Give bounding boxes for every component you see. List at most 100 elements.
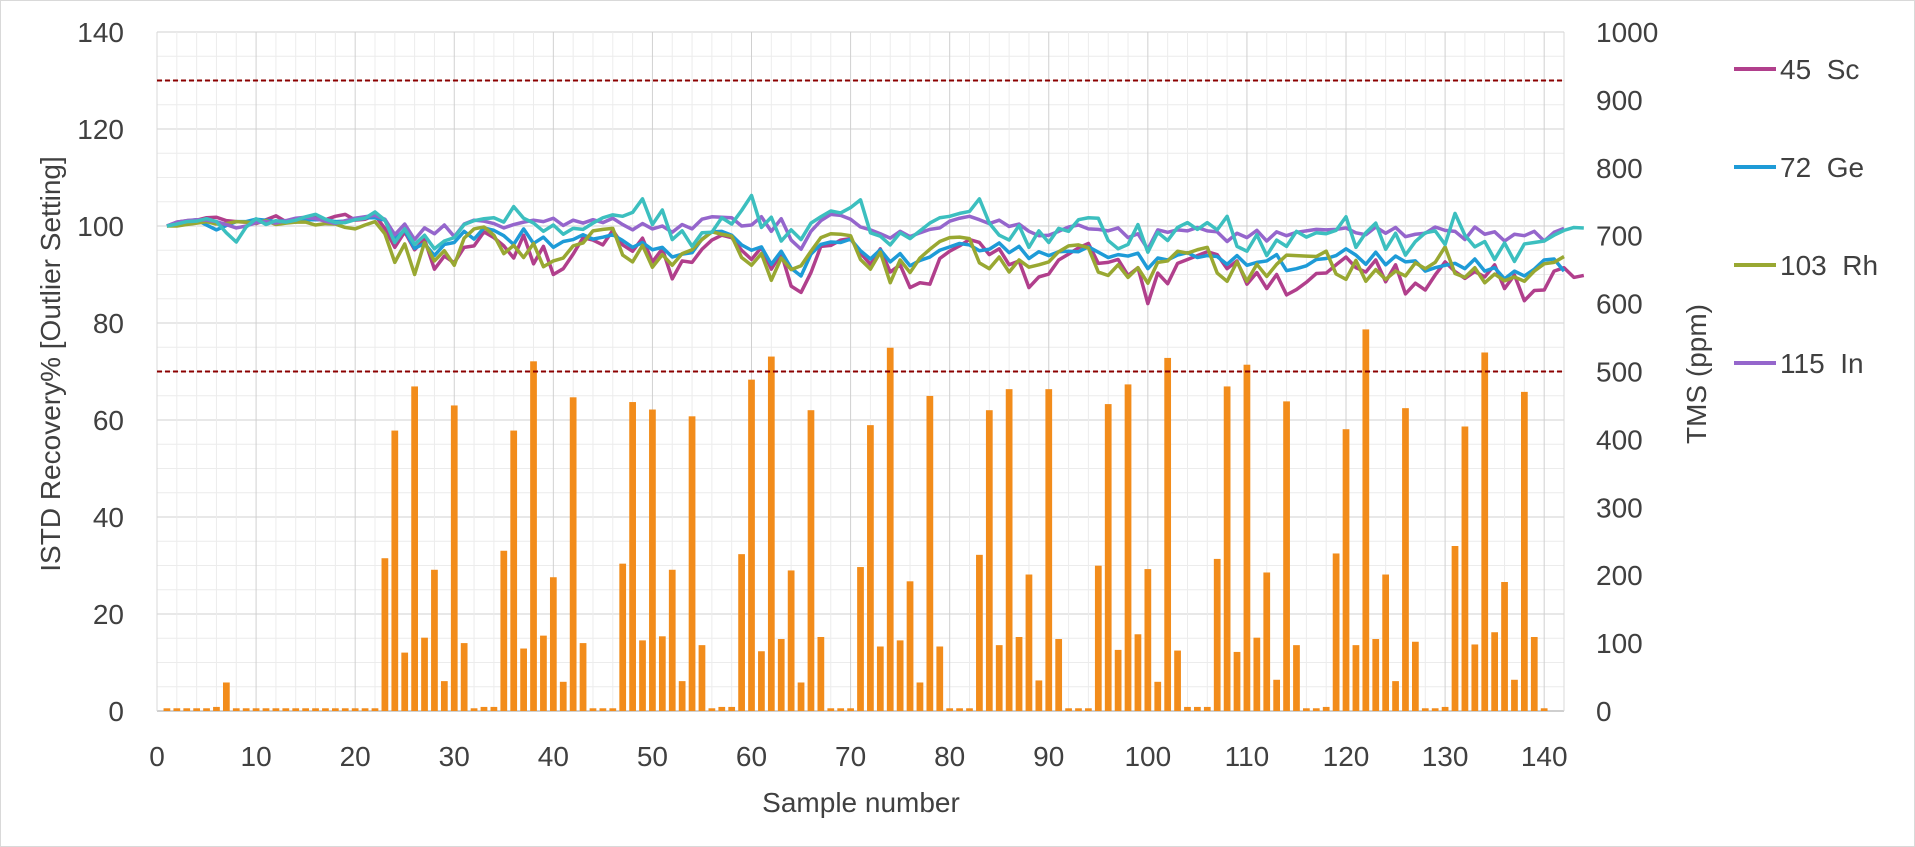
tms-bar (520, 648, 527, 711)
tms-bar (569, 397, 577, 711)
tms-bar (401, 652, 409, 711)
tms-bar (282, 708, 290, 711)
tms-bar (1223, 386, 1231, 711)
x-tick-label: 80 (934, 741, 965, 772)
tms-bar (837, 708, 845, 711)
tms-bar (500, 550, 508, 711)
y-left-axis-title: ISTD Recovery% [Outlier Setting] (35, 156, 66, 571)
tms-bar (1501, 581, 1508, 711)
x-tick-label: 30 (439, 741, 470, 772)
legend-label: 103 Rh (1780, 250, 1878, 281)
tms-bar (867, 425, 874, 711)
legend-label: 115 In (1780, 348, 1864, 379)
tms-bar (331, 708, 339, 711)
tms-bar (738, 554, 745, 711)
tms-bar (728, 706, 736, 711)
x-tick-label: 10 (241, 741, 272, 772)
tms-bar (262, 708, 270, 711)
tms-bar (1431, 708, 1439, 711)
tms-bar (1233, 651, 1241, 711)
y-right-tick-label: 700 (1596, 221, 1643, 252)
tms-bar (1184, 706, 1191, 711)
tms-bar (292, 708, 300, 711)
y-right-tick-label: 300 (1596, 492, 1643, 523)
x-axis-title: Sample number (762, 787, 960, 818)
tms-bar (1035, 680, 1043, 711)
tms-bar (1253, 637, 1261, 711)
y-right-tick-label: 500 (1596, 357, 1643, 388)
tms-bar (1114, 649, 1122, 711)
y-left-tick-label: 120 (77, 114, 124, 145)
tms-bar (381, 558, 389, 711)
tms-bar (341, 708, 349, 711)
tms-bar (440, 681, 448, 711)
y-left-tick-label: 140 (77, 17, 124, 48)
tms-bar (490, 706, 498, 711)
tms-bar (1094, 565, 1102, 711)
tms-bar (668, 569, 676, 711)
tms-bar (431, 569, 438, 711)
x-tick-label: 60 (736, 741, 767, 772)
tms-bar (926, 395, 934, 711)
tms-bar (1055, 639, 1063, 711)
tms-bar (886, 347, 894, 711)
tms-bar (857, 567, 864, 711)
tms-bar (995, 645, 1003, 711)
tms-bar (242, 708, 250, 711)
tms-bar (1164, 357, 1172, 711)
tms-bar (1342, 429, 1350, 711)
tms-bar (1481, 352, 1489, 711)
y-left-tick-label: 60 (93, 405, 124, 436)
tms-bar (896, 640, 904, 711)
tms-bar (450, 405, 458, 711)
tms-bar (1441, 706, 1449, 711)
tms-bar (599, 708, 607, 711)
tms-bar (272, 708, 280, 711)
tms-bar (1491, 632, 1499, 711)
tms-bar (609, 708, 617, 711)
tms-bar (203, 708, 210, 711)
tms-bar (213, 706, 220, 711)
tms-bar (758, 651, 765, 711)
tms-bar (678, 681, 686, 711)
tms-bar (946, 708, 954, 711)
tms-bar (658, 636, 666, 711)
y-right-tick-label: 400 (1596, 424, 1643, 455)
tms-bar (1402, 408, 1409, 711)
tms-bar (549, 577, 557, 711)
tms-bar (361, 708, 369, 711)
tms-bar (540, 635, 547, 711)
tms-bar (1085, 708, 1092, 711)
tms-bar (1203, 706, 1211, 711)
x-tick-label: 40 (538, 741, 569, 772)
tms-bar (777, 639, 785, 711)
y-right-tick-label: 900 (1596, 85, 1643, 116)
istd-series-line (166, 193, 1584, 264)
tms-bar (688, 416, 696, 711)
tms-bar (1372, 639, 1380, 711)
tms-bar (1412, 641, 1419, 711)
y-left-tick-label: 100 (77, 211, 124, 242)
istd-series-line (166, 218, 1565, 285)
tms-bar (847, 708, 854, 711)
outlier-limit-lines (157, 79, 1564, 373)
x-tick-label: 70 (835, 741, 866, 772)
tms-bar (1332, 553, 1340, 711)
tms-bar (698, 645, 706, 711)
legend-label: 45 Sc (1780, 54, 1859, 85)
tms-bar (312, 708, 319, 711)
tms-bar (173, 708, 181, 711)
tms-bar (1471, 644, 1479, 711)
tms-bar (936, 646, 944, 711)
tms-bar (232, 708, 240, 711)
tms-bar (1322, 706, 1330, 711)
tms-bar (1144, 569, 1152, 711)
tms-bar (1461, 426, 1469, 711)
tms-bar (391, 430, 399, 711)
tms-bar (1451, 546, 1459, 711)
tms-bar (163, 708, 171, 711)
y-left-tick-label: 0 (108, 696, 124, 727)
legend-label: 72 Ge (1780, 152, 1864, 183)
tms-bar (322, 708, 329, 711)
